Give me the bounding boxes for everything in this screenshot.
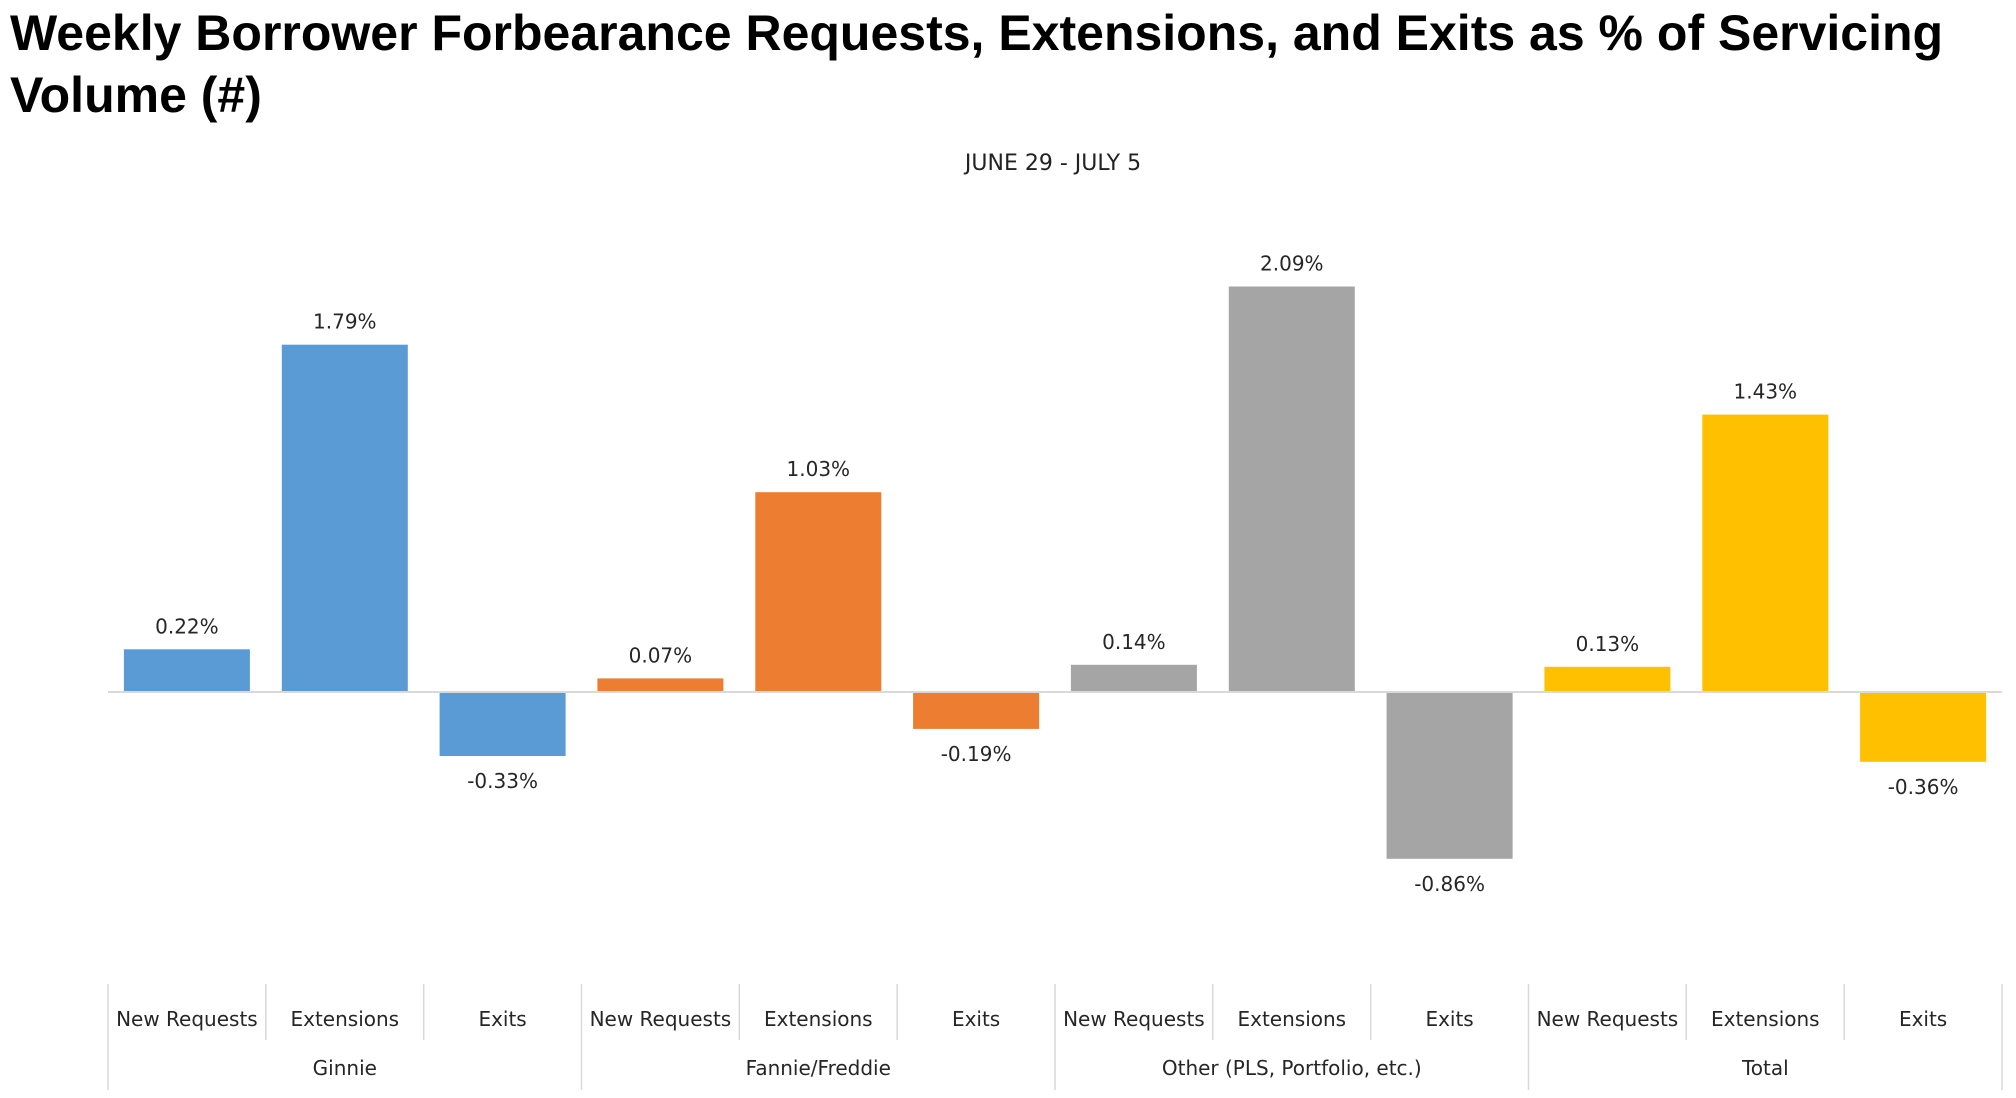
category-label-ginnie-extensions: Extensions xyxy=(290,1007,399,1031)
data-label-other-pls-portfolio-etc-new-requests: 0.14% xyxy=(1102,630,1166,654)
category-label-ginnie-exits: Exits xyxy=(478,1007,526,1031)
group-label-fannie-freddie: Fannie/Freddie xyxy=(746,1056,891,1080)
bar-ginnie-new-requests xyxy=(123,649,250,692)
bar-other-pls-portfolio-etc-extensions xyxy=(1228,286,1355,692)
bar-total-new-requests xyxy=(1544,666,1671,692)
bar-fannie-freddie-exits xyxy=(913,692,1040,729)
bar-total-extensions xyxy=(1702,414,1829,692)
category-label-total-extensions: Extensions xyxy=(1711,1007,1820,1031)
bars-layer xyxy=(123,286,1987,859)
bar-ginnie-exits xyxy=(439,692,566,756)
category-label-other-pls-portfolio-etc-new-requests: New Requests xyxy=(1063,1007,1205,1031)
bar-fannie-freddie-new-requests xyxy=(597,678,724,692)
data-label-fannie-freddie-extensions: 1.03% xyxy=(787,457,851,481)
group-label-total: Total xyxy=(1741,1056,1789,1080)
chart-subtitle: JUNE 29 - JULY 5 xyxy=(963,151,1141,176)
category-label-fannie-freddie-extensions: Extensions xyxy=(764,1007,873,1031)
category-label-ginnie-new-requests: New Requests xyxy=(116,1007,258,1031)
data-label-other-pls-portfolio-etc-extensions: 2.09% xyxy=(1260,252,1324,276)
category-label-total-exits: Exits xyxy=(1899,1007,1947,1031)
category-label-other-pls-portfolio-etc-extensions: Extensions xyxy=(1237,1007,1346,1031)
page-title: Weekly Borrower Forbearance Requests, Ex… xyxy=(10,5,1944,123)
data-label-fannie-freddie-new-requests: 0.07% xyxy=(629,643,693,667)
group-label-ginnie: Ginnie xyxy=(313,1056,377,1080)
bar-ginnie-extensions xyxy=(281,344,408,692)
group-label-other-pls-portfolio-etc: Other (PLS, Portfolio, etc.) xyxy=(1162,1056,1422,1080)
data-labels-layer: 0.22% 1.79% -0.33% 0.07% 1.03% -0.19% 0.14% 2.0… xyxy=(155,252,1958,896)
bar-fannie-freddie-extensions xyxy=(755,492,882,692)
data-label-other-pls-portfolio-etc-exits: -0.86% xyxy=(1414,872,1485,896)
data-label-ginnie-extensions: 1.79% xyxy=(313,310,377,334)
data-label-ginnie-exits: -0.33% xyxy=(467,769,538,793)
data-label-ginnie-new-requests: 0.22% xyxy=(155,614,219,638)
category-axis: New Requests Extensions Exits Ginnie New Req… xyxy=(107,691,2003,1090)
bar-total-exits xyxy=(1860,692,1987,762)
category-label-total-new-requests: New Requests xyxy=(1537,1007,1679,1031)
bar-other-pls-portfolio-etc-new-requests xyxy=(1070,664,1197,692)
data-label-total-extensions: 1.43% xyxy=(1734,380,1798,404)
data-label-total-new-requests: 0.13% xyxy=(1576,632,1640,656)
data-label-fannie-freddie-exits: -0.19% xyxy=(941,742,1012,766)
category-label-fannie-freddie-exits: Exits xyxy=(952,1007,1000,1031)
bar-other-pls-portfolio-etc-exits xyxy=(1386,692,1513,859)
category-label-fannie-freddie-new-requests: New Requests xyxy=(590,1007,732,1031)
category-label-other-pls-portfolio-etc-exits: Exits xyxy=(1425,1007,1473,1031)
data-label-total-exits: -0.36% xyxy=(1888,775,1959,799)
